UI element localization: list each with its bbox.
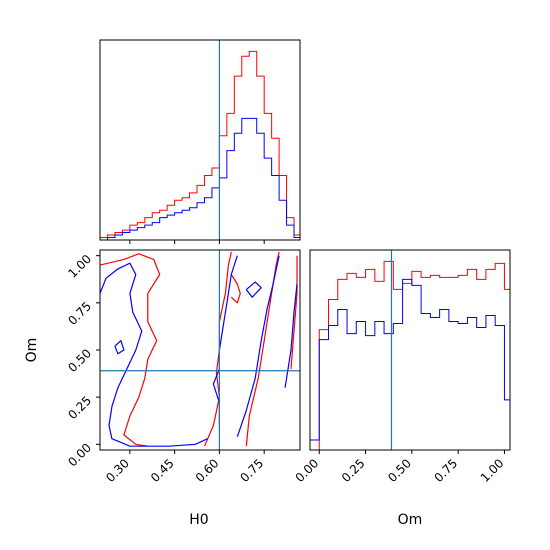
contour-line-red <box>290 255 298 369</box>
h0-histogram-panel <box>99 39 301 244</box>
x-axis-label-om: Om <box>398 512 423 528</box>
contour-line-red <box>100 253 161 447</box>
contour-line-blue <box>212 255 238 426</box>
h0-x-tick-label: 0.75 <box>238 456 267 485</box>
h0-om-contour-panel: 0.30 0.45 0.60 0.75 0.00 0.25 0.50 0.75 1.00 <box>65 249 301 485</box>
om-x-tick-label: 0.25 <box>339 456 368 485</box>
om-x-tick-label: 1.00 <box>478 456 507 485</box>
histogram-series-blue <box>309 278 511 450</box>
histogram-series-blue <box>100 117 301 241</box>
om-x-tick-label: 0.50 <box>385 456 414 485</box>
om-histogram-panel: 0.00 0.25 0.50 0.75 1.00 <box>293 249 511 485</box>
y-axis-label-om: Om <box>24 338 40 363</box>
contour-line-red <box>230 274 241 304</box>
h0-x-tick-label: 0.60 <box>193 456 222 485</box>
contour-line-red <box>203 251 232 447</box>
om-y-tick-label: 0.00 <box>65 441 94 470</box>
om-x-tick-label: 0.75 <box>431 456 460 485</box>
om-y-tick-label: 0.25 <box>65 393 94 422</box>
om-y-tick-label: 1.00 <box>65 252 94 281</box>
contour-line-blue <box>245 281 262 298</box>
panel-frame <box>99 249 301 451</box>
h0-x-tick-label: 0.30 <box>103 456 132 485</box>
om-y-tick-label: 0.75 <box>65 299 94 328</box>
contour-line-blue <box>100 262 208 447</box>
contour-group <box>100 250 300 450</box>
contour-line-blue <box>284 283 298 388</box>
om-y-tick-label: 0.50 <box>65 346 94 375</box>
histogram-series-red <box>99 50 301 240</box>
histogram-series-red <box>310 260 511 451</box>
contour-line-red <box>245 251 280 447</box>
panel-frame <box>99 39 301 241</box>
contour-line-blue <box>236 255 280 437</box>
om-x-tick-label: 0.00 <box>293 456 322 485</box>
panel-frame <box>309 249 511 451</box>
x-axis-label-h0: H0 <box>189 512 208 528</box>
h0-x-tick-label: 0.45 <box>148 456 177 485</box>
contour-line-blue <box>114 340 125 355</box>
